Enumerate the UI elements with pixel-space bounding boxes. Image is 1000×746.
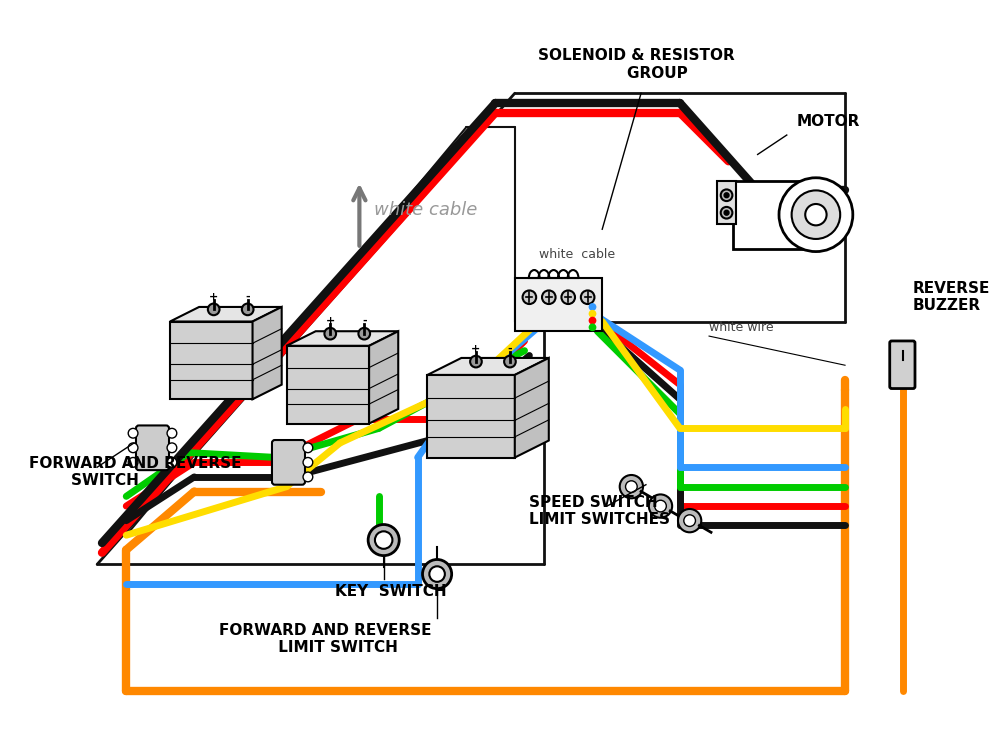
- Polygon shape: [369, 331, 398, 424]
- FancyBboxPatch shape: [890, 341, 915, 389]
- Circle shape: [128, 443, 138, 453]
- Circle shape: [721, 189, 732, 201]
- Circle shape: [589, 324, 596, 331]
- Circle shape: [167, 428, 177, 438]
- Circle shape: [423, 560, 452, 589]
- Polygon shape: [427, 358, 549, 375]
- Circle shape: [128, 428, 138, 438]
- Text: +: +: [209, 292, 218, 301]
- Circle shape: [626, 481, 637, 492]
- Circle shape: [655, 501, 666, 512]
- Text: -: -: [245, 292, 250, 301]
- Text: white wire: white wire: [709, 322, 774, 334]
- Polygon shape: [427, 375, 515, 457]
- Circle shape: [542, 290, 556, 304]
- Text: +: +: [471, 344, 481, 354]
- Polygon shape: [287, 346, 369, 424]
- Text: MOTOR: MOTOR: [796, 114, 860, 129]
- Text: SOLENOID & RESISTOR
        GROUP: SOLENOID & RESISTOR GROUP: [538, 48, 735, 81]
- Circle shape: [589, 303, 596, 311]
- FancyBboxPatch shape: [733, 181, 806, 248]
- FancyBboxPatch shape: [136, 425, 169, 470]
- Text: KEY  SWITCH: KEY SWITCH: [335, 584, 447, 599]
- Circle shape: [375, 531, 392, 549]
- Text: -: -: [508, 344, 512, 354]
- Circle shape: [242, 304, 254, 316]
- Circle shape: [429, 566, 445, 582]
- FancyBboxPatch shape: [272, 440, 305, 485]
- Circle shape: [368, 524, 399, 556]
- Circle shape: [208, 304, 220, 316]
- Text: SPEED SWITCH
LIMIT SWITCHES: SPEED SWITCH LIMIT SWITCHES: [529, 495, 670, 527]
- Circle shape: [324, 327, 336, 339]
- Polygon shape: [253, 307, 282, 399]
- Circle shape: [167, 443, 177, 453]
- Polygon shape: [170, 322, 253, 399]
- Circle shape: [167, 457, 177, 467]
- Circle shape: [792, 190, 840, 239]
- Circle shape: [805, 204, 827, 225]
- Circle shape: [684, 515, 695, 527]
- Text: white cable: white cable: [374, 201, 477, 219]
- Circle shape: [358, 327, 370, 339]
- FancyBboxPatch shape: [515, 278, 602, 331]
- Circle shape: [523, 290, 536, 304]
- Circle shape: [678, 509, 701, 533]
- Circle shape: [581, 290, 594, 304]
- Text: REVERSE
BUZZER: REVERSE BUZZER: [913, 281, 990, 313]
- Circle shape: [589, 310, 596, 318]
- Circle shape: [128, 457, 138, 467]
- Circle shape: [303, 457, 313, 467]
- Text: +: +: [326, 316, 335, 326]
- Polygon shape: [287, 331, 398, 346]
- FancyBboxPatch shape: [717, 181, 736, 225]
- Text: white  cable: white cable: [539, 248, 615, 261]
- Circle shape: [303, 443, 313, 453]
- Circle shape: [721, 207, 732, 219]
- Text: -: -: [362, 316, 367, 326]
- Circle shape: [303, 472, 313, 482]
- Circle shape: [620, 475, 643, 498]
- Circle shape: [504, 356, 516, 368]
- Circle shape: [724, 210, 729, 215]
- Polygon shape: [170, 307, 282, 322]
- Text: FORWARD AND REVERSE
     LIMIT SWITCH: FORWARD AND REVERSE LIMIT SWITCH: [219, 623, 432, 655]
- Polygon shape: [515, 358, 549, 457]
- Circle shape: [561, 290, 575, 304]
- Circle shape: [589, 316, 596, 325]
- Text: FORWARD AND REVERSE
        SWITCH: FORWARD AND REVERSE SWITCH: [29, 456, 242, 489]
- Circle shape: [724, 192, 729, 198]
- Circle shape: [779, 178, 853, 251]
- Circle shape: [649, 495, 672, 518]
- Circle shape: [470, 356, 482, 368]
